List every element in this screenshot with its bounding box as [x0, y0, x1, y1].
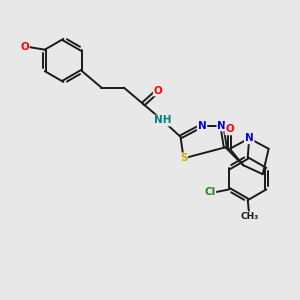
- Text: NH: NH: [154, 116, 171, 125]
- Text: N: N: [245, 134, 254, 143]
- Text: O: O: [20, 42, 29, 52]
- Text: O: O: [154, 85, 163, 96]
- Text: S: S: [180, 153, 187, 164]
- Text: N: N: [218, 121, 226, 130]
- Text: O: O: [226, 124, 234, 134]
- Text: Cl: Cl: [204, 188, 215, 197]
- Text: CH₃: CH₃: [240, 212, 258, 221]
- Text: N: N: [198, 121, 206, 130]
